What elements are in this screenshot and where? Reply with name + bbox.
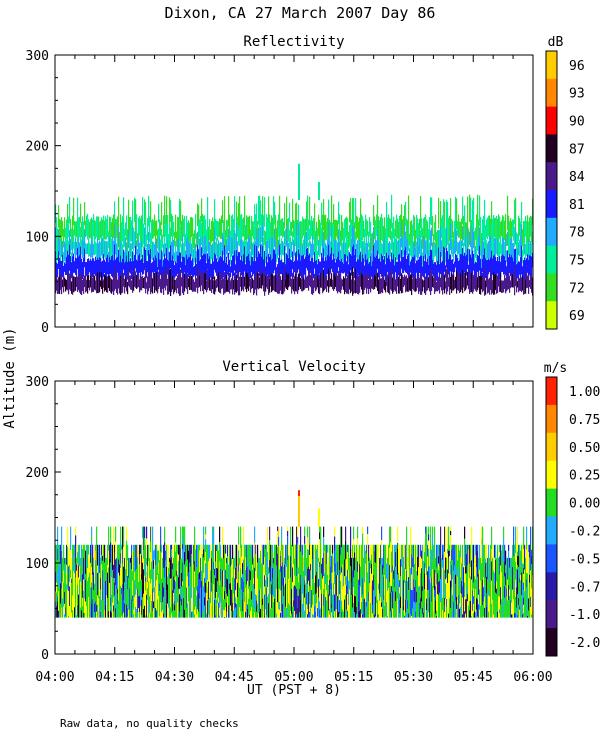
colorbar-label: -0.50 — [569, 552, 600, 567]
reflectivity-panel-title: Reflectivity — [243, 34, 344, 50]
colorbar-label: 69 — [569, 309, 585, 324]
y-tick-label: 100 — [26, 557, 49, 572]
colorbar-unit: m/s — [544, 361, 567, 376]
x-tick-label: 05:30 — [394, 670, 433, 685]
colorbar-unit: dB — [548, 35, 564, 50]
reflectivity-field — [55, 163, 534, 297]
colorbar-label: 75 — [569, 254, 585, 269]
colorbar-swatch — [546, 78, 557, 107]
colorbar-label: 1.00 — [569, 385, 600, 400]
vertical-velocity-plot-area: 0 100 200 300 04:00 04:15 04:30 04:45 05:00 05:15… — [26, 361, 600, 685]
y-tick-label: 300 — [26, 375, 49, 390]
colorbar-swatch — [546, 572, 557, 601]
y-tick-label: 200 — [26, 466, 49, 481]
x-tick-label: 06:00 — [513, 670, 552, 685]
y-tick-label: 0 — [41, 321, 49, 336]
colorbar-label: 0.75 — [569, 413, 600, 428]
colorbar-swatch — [546, 600, 557, 629]
colorbar-label: -0.75 — [569, 580, 600, 595]
x-tick-label: 05:45 — [454, 670, 493, 685]
x-tick-label: 04:00 — [35, 670, 74, 685]
colorbar-label: 81 — [569, 198, 585, 213]
colorbar-label: 90 — [569, 115, 585, 130]
colorbar-swatch — [546, 432, 557, 462]
colorbar-label: -1.00 — [569, 608, 600, 623]
colorbar-swatch — [546, 544, 557, 573]
figure-title: Dixon, CA 27 March 2007 Day 86 — [165, 4, 436, 22]
x-tick-label: 05:00 — [274, 670, 313, 685]
colorbar-label: 93 — [569, 87, 585, 102]
y-axis-label: Altitude (m) — [2, 327, 18, 428]
x-tick-label: 04:45 — [215, 670, 254, 685]
colorbar-label: 0.25 — [569, 469, 600, 484]
colorbar-swatch — [546, 628, 557, 657]
colorbar-label: 0.50 — [569, 441, 600, 456]
colorbar-label: 96 — [569, 59, 585, 74]
colorbar-frame — [545, 376, 558, 657]
vertical-velocity-panel: 0 100 200 300 04:00 04:15 04:30 04:45 05:00 05:15… — [26, 359, 600, 685]
velocity-colorbar: 1.00 0.75 0.50 0.25 0.00 -0.25 -0.50 -0.75 -1.00… — [544, 361, 600, 657]
colorbar-swatch — [546, 190, 557, 219]
x-tick-label: 04:15 — [95, 670, 134, 685]
colorbar-swatch — [546, 460, 557, 489]
reflectivity-panel: 0 100 200 300 96 93 90 87 84 81 78 75 72 69 dB Reflect… — [26, 34, 585, 336]
colorbar-swatch — [546, 245, 557, 274]
colorbar-swatch — [546, 404, 557, 434]
reflectivity-colorbar: 96 93 90 87 84 81 78 75 72 69 dB — [545, 35, 585, 330]
vertical-velocity-panel-title: Vertical Velocity — [222, 359, 365, 375]
x-axis-label: UT (PST + 8) — [247, 683, 341, 698]
velocity-field — [55, 490, 534, 618]
colorbar-label: 78 — [569, 226, 585, 241]
x-tick-label: 04:30 — [155, 670, 194, 685]
footnote: Raw data, no quality checks — [60, 717, 239, 730]
colorbar-swatch — [546, 217, 557, 246]
colorbar-swatch — [546, 377, 557, 406]
y-tick-label: 0 — [41, 648, 49, 663]
colorbar-label: -2.00 — [569, 636, 600, 651]
colorbar-label: 87 — [569, 142, 585, 157]
colorbar-swatch — [546, 162, 557, 191]
reflectivity-plot-area: 0 100 200 300 96 93 90 87 84 81 78 75 72 69 dB — [26, 35, 585, 336]
y-tick-label: 300 — [26, 49, 49, 64]
x-tick-label: 05:15 — [334, 670, 373, 685]
y-tick-label: 100 — [26, 230, 49, 245]
colorbar-label: 0.00 — [569, 497, 600, 512]
colorbar-swatch — [546, 134, 557, 163]
y-tick-label: 200 — [26, 140, 49, 155]
colorbar-label: -0.25 — [569, 524, 600, 539]
colorbar-swatch — [546, 106, 557, 135]
colorbar-label: 72 — [569, 281, 585, 296]
colorbar-swatch — [546, 516, 557, 545]
colorbar-label: 84 — [569, 170, 585, 185]
colorbar-swatch — [546, 488, 557, 517]
colorbar-swatch — [546, 51, 557, 80]
colorbar-swatch — [546, 273, 557, 302]
colorbar-frame — [545, 50, 558, 330]
colorbar-swatch — [546, 301, 557, 330]
